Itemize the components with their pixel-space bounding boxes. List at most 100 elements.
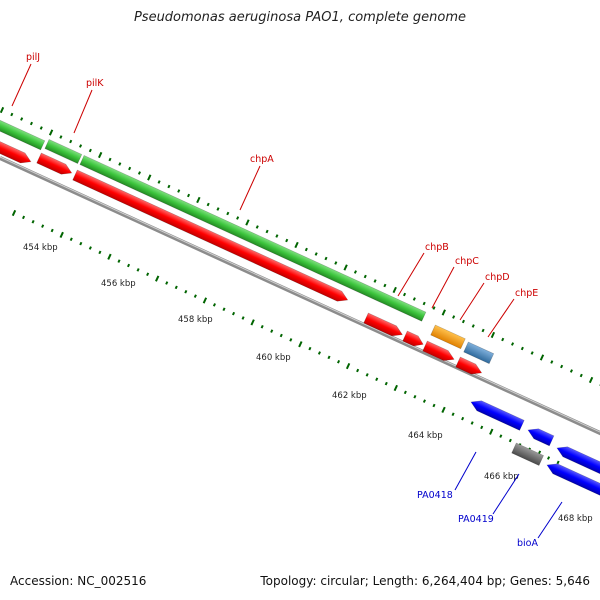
cds-track-chpA[interactable] bbox=[79, 155, 427, 322]
upper-tick-mark bbox=[422, 301, 426, 306]
upper-tick-mark bbox=[118, 162, 122, 166]
upper-tick-mark bbox=[157, 180, 161, 184]
lower-tick-mark bbox=[202, 297, 208, 304]
lower-tick-mark bbox=[441, 406, 446, 414]
lower-tick-mark bbox=[308, 346, 312, 351]
upper-tick-mark bbox=[177, 189, 181, 193]
lower-tick-mark bbox=[41, 224, 45, 228]
lower-tick-mark bbox=[260, 324, 264, 329]
upper-tick-mark bbox=[520, 346, 524, 351]
lower-tick-mark bbox=[241, 316, 245, 320]
gene-PA0418[interactable] bbox=[526, 425, 555, 447]
gene-label-pilK[interactable]: pilK bbox=[86, 78, 104, 89]
cds-track-pilJ[interactable] bbox=[0, 107, 46, 151]
lower-tick-mark bbox=[413, 394, 417, 399]
lower-tick-mark bbox=[79, 241, 83, 246]
gene-chpB-tail[interactable] bbox=[402, 330, 426, 349]
gene-label-chpB[interactable]: chpB bbox=[425, 242, 449, 253]
upper-tick-mark bbox=[539, 354, 545, 361]
lower-tick-mark bbox=[337, 359, 341, 364]
gene-PA0417[interactable] bbox=[469, 397, 525, 431]
upper-tick-mark bbox=[412, 297, 416, 301]
lower-tick-mark bbox=[403, 390, 407, 395]
leader-line bbox=[11, 63, 32, 107]
page-title: Pseudomonas aeruginosa PAO1, complete ge… bbox=[133, 10, 467, 25]
upper-tick-mark bbox=[69, 139, 73, 144]
upper-tick-mark bbox=[236, 216, 240, 220]
gene-chpE[interactable] bbox=[455, 356, 484, 378]
upper-tick-mark bbox=[216, 207, 220, 211]
upper-tick-mark bbox=[343, 264, 348, 271]
gene-label-PA0418[interactable]: PA0418 bbox=[417, 490, 453, 501]
gene-label-chpE[interactable]: chpE bbox=[515, 288, 538, 299]
upper-tick-mark bbox=[196, 196, 201, 204]
lower-tick-mark bbox=[155, 275, 160, 282]
upper-tick-mark bbox=[187, 193, 191, 198]
upper-tick-mark bbox=[461, 319, 465, 324]
lower-tick-mark bbox=[117, 259, 121, 263]
upper-tick-mark bbox=[294, 241, 299, 249]
gene-label-chpA[interactable]: chpA bbox=[250, 154, 274, 165]
gene-label-chpD[interactable]: chpD bbox=[485, 272, 510, 283]
backbone-line bbox=[0, 156, 600, 436]
lower-tick-mark bbox=[22, 215, 26, 220]
lower-tick-mark bbox=[279, 333, 283, 338]
lower-tick-mark bbox=[317, 351, 321, 355]
scale-label: 462 kbp bbox=[332, 391, 367, 401]
gene-PA0419[interactable] bbox=[511, 442, 544, 466]
lower-tick-mark bbox=[174, 285, 178, 290]
upper-tick-mark bbox=[550, 360, 554, 364]
upper-tick-mark bbox=[441, 309, 446, 316]
leader-line bbox=[459, 282, 485, 321]
gene-chpD[interactable] bbox=[422, 340, 457, 364]
upper-tick-mark bbox=[530, 351, 534, 355]
cds-track-pilK[interactable] bbox=[44, 139, 83, 164]
accession-text: Accession: NC_002516 bbox=[10, 574, 147, 588]
lower-tick-mark bbox=[556, 460, 560, 465]
upper-tick-mark bbox=[588, 376, 594, 384]
lower-tick-mark bbox=[384, 381, 388, 386]
lower-tick-mark bbox=[59, 231, 64, 239]
upper-tick-mark bbox=[490, 331, 496, 339]
gene-chpC[interactable] bbox=[430, 324, 466, 350]
leader-line bbox=[239, 165, 261, 211]
lower-tick-mark bbox=[508, 438, 512, 443]
backbone-highlight bbox=[0, 156, 600, 433]
lower-tick-mark bbox=[88, 246, 92, 250]
gene-label-bioA[interactable]: bioA bbox=[517, 538, 538, 549]
scale-label: 468 kbp bbox=[558, 514, 593, 524]
feature-labels: 454 kbp 456 kbp 458 kbp 460 kbp 462 kbp 464 k… bbox=[11, 52, 593, 549]
gene-label-chpC[interactable]: chpC bbox=[455, 256, 479, 267]
upper-tick-mark bbox=[98, 151, 103, 159]
lower-tick-mark bbox=[11, 209, 17, 217]
upper-tick-mark bbox=[471, 324, 475, 328]
scale-ticks bbox=[0, 106, 600, 465]
gene-pilJ[interactable] bbox=[0, 137, 33, 167]
lower-tick-mark bbox=[470, 421, 474, 425]
gene-chpB[interactable] bbox=[363, 312, 405, 340]
scale-label: 466 kbp bbox=[484, 472, 519, 482]
upper-tick-mark bbox=[29, 121, 33, 126]
lower-tick-mark bbox=[232, 311, 236, 316]
gene-label-PA0419[interactable]: PA0419 bbox=[458, 514, 494, 525]
gene-chpC-alt[interactable] bbox=[463, 341, 495, 365]
upper-tick-mark bbox=[79, 144, 83, 148]
upper-tick-mark bbox=[137, 171, 141, 175]
lower-tick-mark bbox=[298, 341, 303, 348]
upper-tick-mark bbox=[383, 283, 387, 288]
upper-tick-mark bbox=[20, 117, 24, 121]
upper-tick-mark bbox=[481, 328, 485, 333]
lower-tick-mark bbox=[345, 362, 351, 370]
lower-tick-mark bbox=[146, 272, 150, 277]
leader-line bbox=[487, 298, 515, 338]
upper-tick-mark bbox=[392, 286, 397, 294]
upper-tick-mark bbox=[59, 135, 63, 139]
gene-pilK[interactable] bbox=[36, 152, 74, 178]
lower-tick-mark bbox=[375, 377, 379, 382]
scale-label: 458 kbp bbox=[178, 315, 213, 325]
leader-line bbox=[431, 266, 455, 309]
gene-label-pilJ[interactable]: pilJ bbox=[26, 52, 40, 63]
gene-chpA[interactable] bbox=[72, 169, 350, 305]
